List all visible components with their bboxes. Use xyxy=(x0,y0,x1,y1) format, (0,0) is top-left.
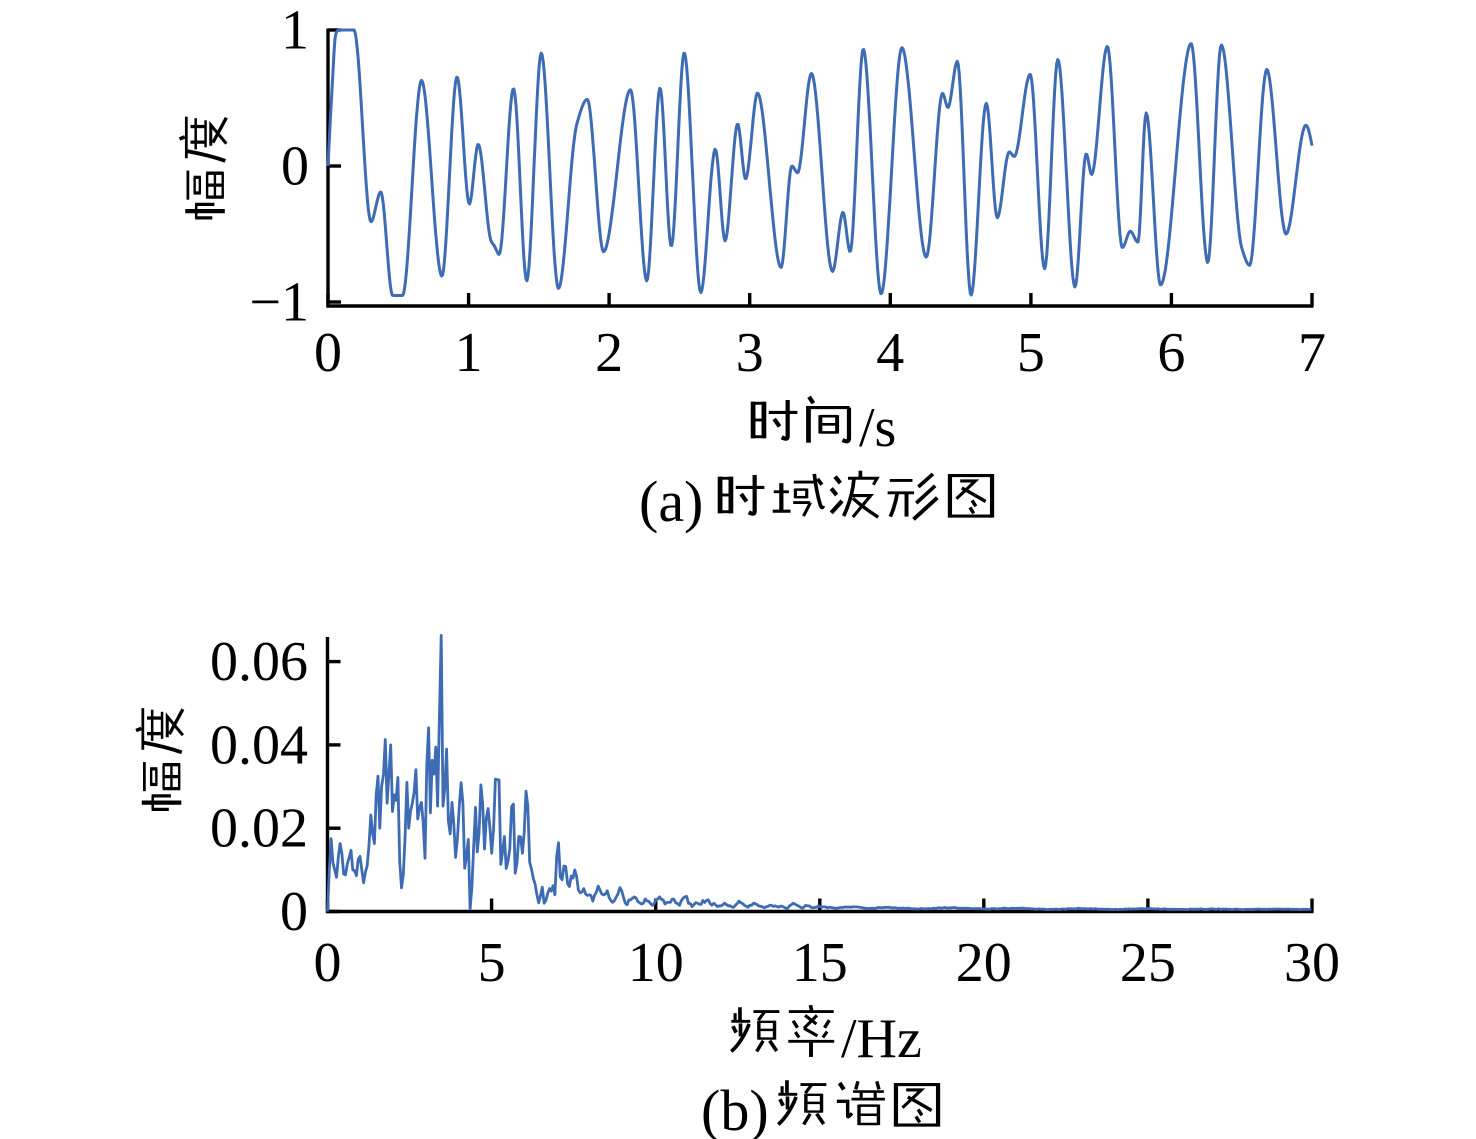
svg-text:−1: −1 xyxy=(249,272,309,334)
svg-text:(b): (b) xyxy=(701,1078,769,1139)
svg-text:(a): (a) xyxy=(639,469,703,534)
svg-text:0.02: 0.02 xyxy=(210,798,308,860)
svg-text:1: 1 xyxy=(455,322,483,384)
svg-text:0: 0 xyxy=(314,932,342,994)
svg-text:6: 6 xyxy=(1157,322,1185,384)
svg-text:0: 0 xyxy=(280,881,308,943)
svg-text:7: 7 xyxy=(1298,322,1326,384)
svg-text:1: 1 xyxy=(281,0,309,62)
svg-text:0: 0 xyxy=(314,322,342,384)
svg-text:4: 4 xyxy=(876,322,904,384)
svg-text:/Hz: /Hz xyxy=(841,1008,922,1070)
svg-text:5: 5 xyxy=(478,932,506,994)
svg-text:5: 5 xyxy=(1017,322,1045,384)
svg-text:0.04: 0.04 xyxy=(210,714,308,776)
svg-text:25: 25 xyxy=(1120,932,1176,994)
svg-text:15: 15 xyxy=(792,932,848,994)
svg-text:20: 20 xyxy=(956,932,1012,994)
svg-text:0: 0 xyxy=(281,136,309,198)
svg-text:3: 3 xyxy=(736,322,764,384)
svg-text:30: 30 xyxy=(1284,932,1340,994)
svg-text:/s: /s xyxy=(859,397,896,459)
svg-text:2: 2 xyxy=(595,322,623,384)
svg-text:0.06: 0.06 xyxy=(210,631,308,693)
svg-text:10: 10 xyxy=(628,932,684,994)
